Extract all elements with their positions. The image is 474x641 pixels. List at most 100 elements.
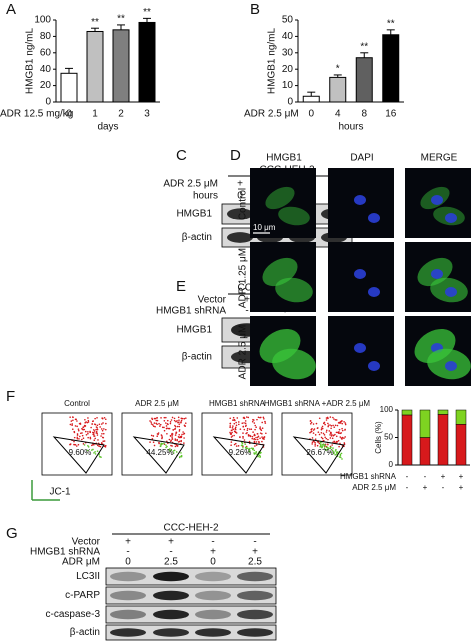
- event-dot: [314, 434, 317, 436]
- event-dot: [264, 420, 266, 423]
- event-dot: [343, 442, 346, 444]
- event-dot: [173, 449, 176, 452]
- condition-value: +: [441, 472, 446, 481]
- event-dot: [314, 445, 316, 447]
- event-dot: [174, 445, 177, 448]
- panel-letter: A: [6, 1, 16, 18]
- event-dot: [96, 432, 98, 435]
- event-dot: [318, 433, 321, 436]
- column-header: HMGB1: [266, 153, 302, 164]
- event-dot: [172, 429, 174, 431]
- event-dot: [329, 434, 331, 436]
- event-dot: [158, 442, 160, 445]
- event-dot: [98, 454, 100, 456]
- event-dot: [156, 416, 158, 419]
- event-dot: [159, 445, 162, 447]
- event-dot: [94, 437, 97, 440]
- event-dot: [235, 445, 238, 447]
- event-dot: [83, 444, 86, 446]
- event-dot: [311, 443, 313, 445]
- event-dot: [230, 436, 233, 438]
- event-dot: [72, 416, 74, 419]
- event-dot: [249, 447, 251, 450]
- event-dot: [332, 416, 334, 419]
- event-dot: [264, 422, 267, 424]
- condition-label: HMGB1 shRNA: [30, 547, 100, 558]
- event-dot: [330, 425, 333, 427]
- event-dot: [253, 422, 256, 424]
- blot-band: [110, 571, 146, 582]
- event-dot: [171, 438, 174, 440]
- event-dot: [265, 432, 267, 435]
- event-dot: [251, 447, 253, 450]
- event-dot: [178, 430, 181, 432]
- bar-segment: [437, 409, 449, 415]
- event-dot: [333, 451, 335, 454]
- event-dot: [87, 432, 89, 435]
- event-dot: [243, 422, 245, 424]
- event-dot: [261, 440, 263, 443]
- event-dot: [105, 422, 107, 425]
- condition-value: +: [168, 537, 174, 548]
- event-dot: [251, 435, 254, 438]
- blot-band: [237, 571, 273, 582]
- event-dot: [83, 428, 86, 431]
- event-dot: [261, 436, 263, 438]
- event-dot: [229, 425, 232, 427]
- event-dot: [314, 443, 317, 446]
- event-dot: [73, 436, 76, 439]
- event-dot: [249, 434, 251, 437]
- event-dot: [248, 450, 251, 453]
- event-dot: [341, 422, 344, 425]
- event-dot: [235, 432, 238, 434]
- y-axis-label: HMGB1 ng/mL: [25, 27, 36, 94]
- event-dot: [263, 417, 265, 420]
- event-dot: [259, 427, 261, 430]
- event-dot: [254, 424, 257, 427]
- blot-title: CCC-HEH-2: [164, 523, 219, 534]
- panel-letter: B: [250, 1, 260, 18]
- significance: *: [336, 64, 340, 75]
- blot-band: [110, 609, 146, 620]
- event-dot: [100, 435, 102, 437]
- event-dot: [260, 451, 262, 454]
- gate: [212, 436, 265, 474]
- event-dot: [244, 420, 247, 422]
- y-tick-label: 80: [40, 31, 52, 42]
- cell-stain: [265, 186, 295, 210]
- event-dot: [174, 424, 176, 427]
- band-label: β-actin: [182, 352, 212, 363]
- event-dot: [165, 425, 168, 427]
- x-prefix: ADR 12.5 mg/kg: [0, 109, 73, 120]
- event-dot: [311, 441, 314, 444]
- bar: [60, 72, 78, 103]
- y-tick-label: 20: [282, 64, 294, 75]
- event-dot: [262, 416, 265, 419]
- event-dot: [329, 416, 332, 418]
- event-dot: [263, 438, 265, 440]
- plot-title: HMGB1 shRNA: [209, 399, 266, 408]
- event-dot: [247, 433, 250, 436]
- blot-band: [195, 628, 231, 637]
- event-dot: [69, 443, 72, 445]
- event-dot: [329, 432, 332, 434]
- event-dot: [324, 436, 326, 439]
- event-dot: [233, 434, 235, 437]
- event-dot: [178, 425, 181, 428]
- event-dot: [173, 417, 176, 420]
- event-dot: [173, 419, 176, 422]
- event-dot: [180, 421, 182, 423]
- event-dot: [232, 425, 234, 427]
- event-dot: [231, 431, 233, 434]
- event-dot: [335, 448, 337, 451]
- event-dot: [242, 435, 244, 438]
- event-dot: [260, 429, 263, 432]
- event-dot: [323, 422, 325, 424]
- event-dot: [152, 425, 155, 428]
- blot-band: [195, 571, 231, 582]
- event-dot: [337, 432, 340, 434]
- event-dot: [84, 430, 87, 433]
- event-dot: [309, 431, 311, 434]
- panel-letter: E: [176, 278, 186, 295]
- event-dot: [179, 455, 181, 458]
